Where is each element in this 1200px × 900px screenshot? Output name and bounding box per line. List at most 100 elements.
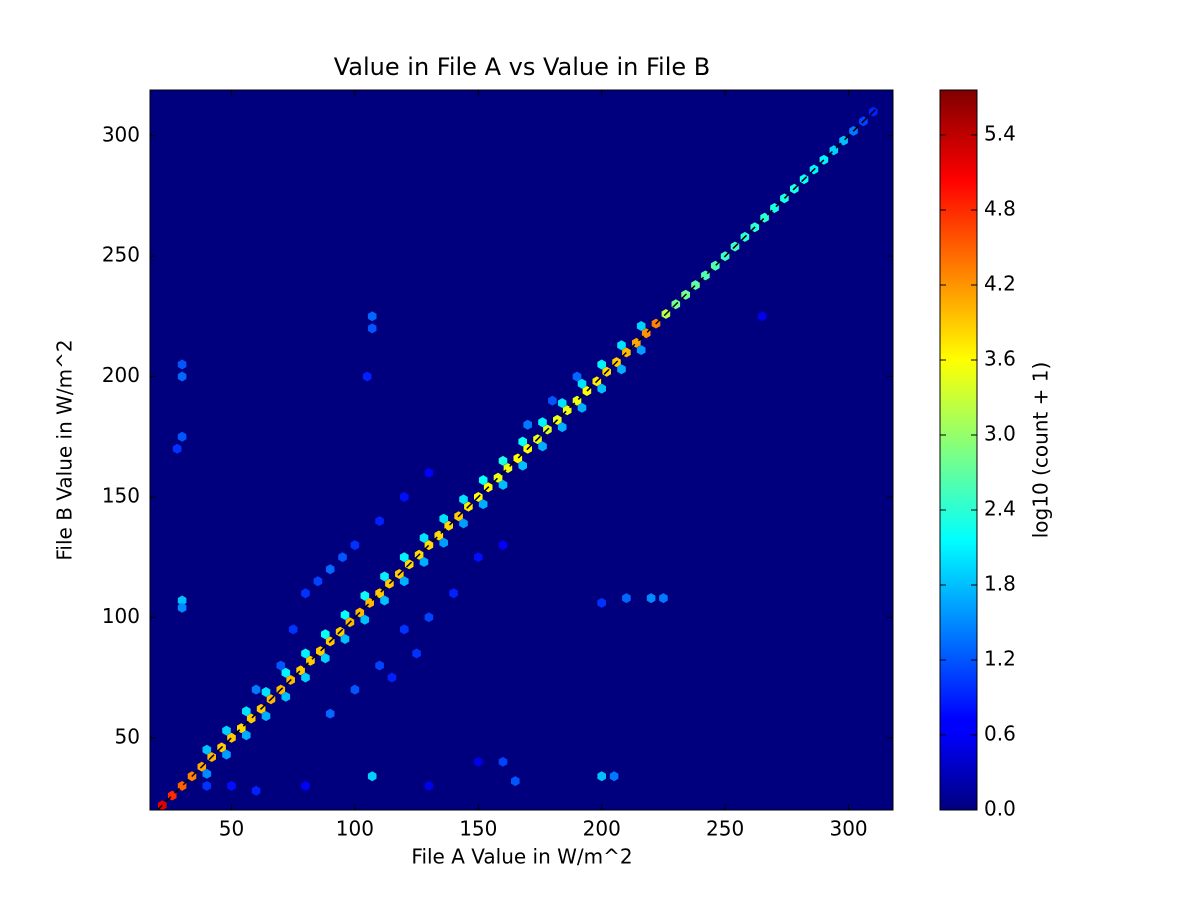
hex-cell	[222, 725, 231, 736]
hex-cell	[276, 660, 286, 671]
hex-cell	[367, 771, 377, 782]
hex-cell	[340, 610, 350, 620]
hex-cell	[617, 364, 626, 375]
hex-cell	[577, 402, 587, 413]
hex-cell	[301, 672, 310, 683]
hex-cell	[557, 422, 567, 433]
hex-cell	[577, 378, 587, 389]
y-tick-label: 150	[102, 483, 140, 507]
hex-cell	[242, 706, 251, 717]
chart-title: Value in File A vs Value in File B	[334, 53, 711, 81]
hex-cell	[387, 672, 397, 683]
hex-cell	[350, 540, 360, 551]
hex-cell	[367, 323, 377, 334]
hex-cell	[498, 540, 508, 551]
hex-cell	[511, 776, 520, 787]
hex-cell	[177, 371, 187, 382]
hex-cell	[399, 624, 409, 635]
hex-cell	[375, 660, 384, 671]
hex-cell	[261, 687, 271, 697]
hex-cell	[597, 359, 606, 370]
hex-cell	[459, 494, 468, 505]
x-tick-label: 250	[706, 817, 744, 841]
colorbar-tick-label: 3.6	[984, 347, 1016, 371]
hex-cell	[757, 311, 767, 322]
hex-cell	[498, 479, 508, 490]
hex-cell	[340, 634, 350, 644]
hex-cell	[222, 749, 231, 760]
hex-cell	[419, 532, 429, 543]
hex-cell	[288, 624, 298, 635]
hex-cell	[424, 612, 434, 623]
hex-cell	[498, 756, 508, 767]
hex-cell	[350, 684, 360, 695]
hex-cell	[325, 708, 335, 719]
hex-cell	[617, 340, 626, 351]
axes: 50 100 150 200 250 300 50 100 150 200 250 300 0.0 0.6…	[102, 90, 1016, 841]
y-tick-label: 200	[102, 363, 140, 387]
hex-cell	[399, 576, 409, 587]
hex-cell	[321, 653, 330, 664]
hex-cell	[538, 417, 547, 428]
x-tick-label: 300	[829, 817, 867, 841]
hex-cell	[177, 431, 187, 442]
hex-cell	[399, 492, 409, 502]
hex-cell	[202, 781, 212, 791]
plot-frame	[149, 89, 894, 811]
hex-cell	[399, 552, 409, 563]
x-tick-label: 50	[219, 817, 244, 841]
colorbar-tick-label: 1.8	[984, 572, 1016, 596]
hex-cell	[338, 552, 347, 563]
plot-background	[150, 90, 893, 810]
colorbar-tick-label: 4.2	[984, 272, 1016, 296]
hex-cell	[301, 648, 310, 659]
hex-cell	[439, 537, 448, 548]
hex-cell	[177, 595, 187, 606]
colorbar-label: log10 (count + 1)	[1029, 362, 1053, 539]
hex-cell	[518, 460, 527, 471]
hex-cell	[597, 597, 606, 608]
hex-cell	[261, 711, 271, 722]
hex-cell	[636, 321, 646, 331]
hex-cell	[301, 781, 310, 791]
y-tick-label: 300	[102, 122, 140, 146]
hex-cell	[301, 588, 310, 599]
hex-cell	[572, 371, 582, 382]
hex-cell	[321, 629, 330, 640]
hex-cell	[474, 552, 483, 563]
hex-cell	[177, 359, 187, 370]
x-axis-label: File A Value in W/m^2	[411, 845, 632, 869]
hex-cell	[380, 571, 389, 582]
hex-cell	[360, 614, 370, 625]
hex-cell	[177, 602, 187, 613]
y-tick-label: 50	[115, 724, 140, 748]
hex-cell	[449, 588, 458, 599]
colorbar-tick-label: 1.2	[984, 647, 1016, 671]
colorbar-tick-label: 5.4	[984, 122, 1016, 146]
hex-cell	[313, 576, 323, 587]
hex-cell	[242, 730, 251, 741]
x-tick-label: 150	[459, 817, 497, 841]
y-tick-label: 100	[102, 604, 140, 628]
hex-cell	[172, 443, 182, 454]
hex-cell	[424, 781, 434, 791]
y-tick-label: 250	[102, 243, 140, 267]
hex-cell	[518, 436, 527, 447]
hex-cell	[597, 771, 606, 782]
x-tick-label: 200	[583, 817, 621, 841]
hex-cell	[281, 667, 291, 678]
hex-cell	[419, 557, 429, 567]
hex-cell	[202, 768, 212, 779]
colorbar-tick-label: 4.8	[984, 197, 1016, 221]
colorbar	[939, 89, 978, 811]
hex-cell	[498, 455, 508, 466]
hex-cell	[548, 395, 557, 406]
hex-cell	[362, 371, 372, 382]
hex-cell	[281, 691, 291, 702]
hex-cell	[424, 467, 434, 478]
hex-cell	[646, 593, 656, 604]
hex-cell	[609, 771, 619, 782]
hex-cell	[439, 513, 448, 524]
colorbar-tick-label: 0.6	[984, 722, 1016, 746]
hexbin-cells	[156, 106, 879, 810]
